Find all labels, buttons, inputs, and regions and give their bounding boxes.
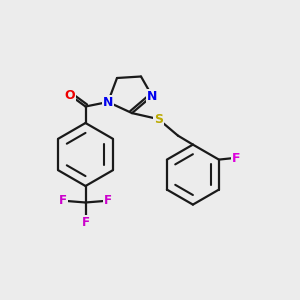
Text: F: F [104, 194, 112, 208]
Text: S: S [154, 112, 163, 126]
Text: N: N [147, 89, 157, 103]
Text: O: O [64, 88, 75, 102]
Text: F: F [59, 194, 67, 208]
Text: N: N [103, 95, 113, 109]
Text: F: F [232, 152, 241, 165]
Text: F: F [82, 215, 89, 229]
